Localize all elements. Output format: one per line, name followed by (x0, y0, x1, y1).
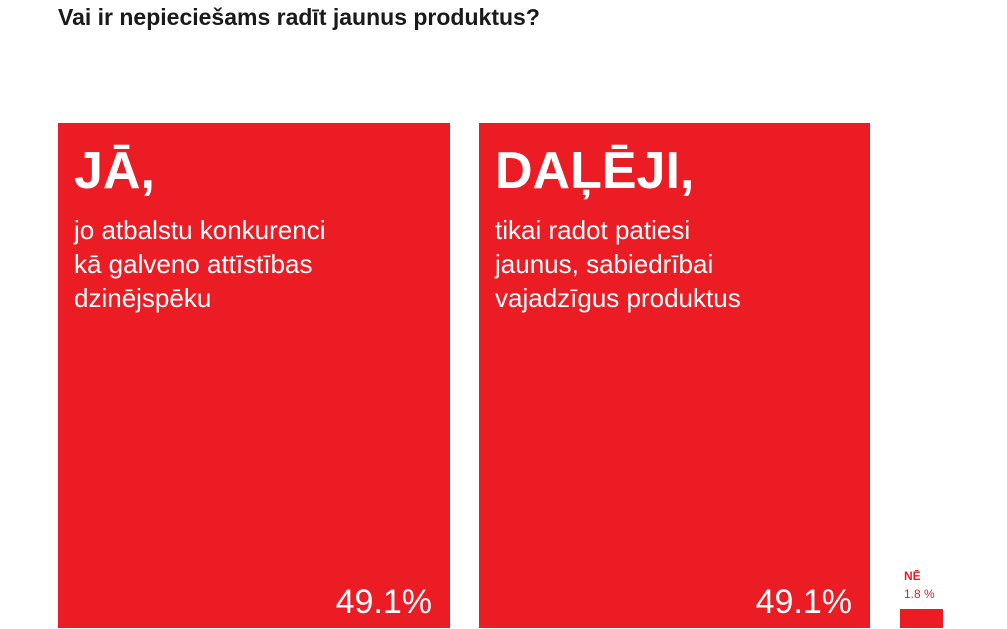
category-label: JĀ, (74, 142, 155, 200)
bar: JĀ, jo atbalstu konkurenci kā galveno att… (58, 123, 450, 628)
value-label: 49.1% (335, 583, 432, 621)
category-label: NĒ (904, 569, 921, 584)
value-label: 1.8 % (904, 587, 935, 602)
description: jo atbalstu konkurenci kā galveno attīst… (74, 215, 326, 313)
bar (900, 609, 943, 628)
bar: DAĻĒJI, tikai radot patiesi jaunus, sabie… (479, 123, 870, 628)
category-label: DAĻĒJI, (495, 142, 695, 200)
chart-title: Vai ir nepieciešams radīt jaunus produkt… (58, 4, 540, 30)
value-label: 49.1% (755, 583, 852, 621)
description: tikai radot patiesi jaunus, sabiedrībai … (495, 215, 741, 313)
